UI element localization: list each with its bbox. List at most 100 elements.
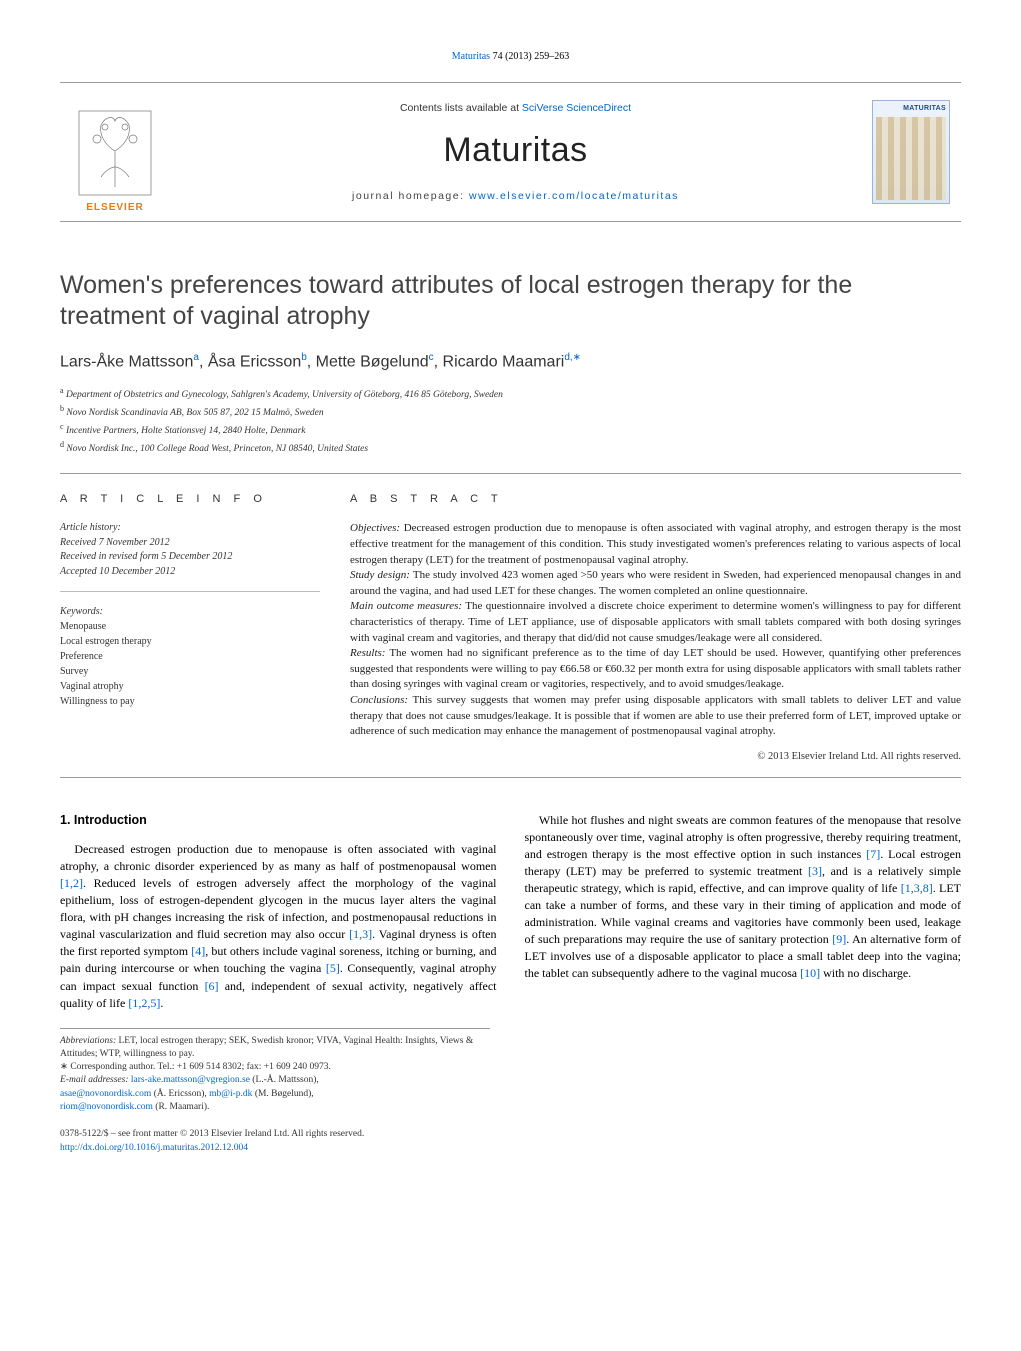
journal-homepage-link[interactable]: www.elsevier.com/locate/maturitas xyxy=(469,190,679,202)
keyword: Preference xyxy=(60,649,320,664)
email-link[interactable]: mb@i-p.dk xyxy=(209,1089,252,1099)
aff-key: a xyxy=(60,386,64,395)
citation-link[interactable]: [6] xyxy=(205,979,219,993)
section-number: 1. xyxy=(60,813,70,827)
abstract-text: Objectives: Decreased estrogen productio… xyxy=(350,521,961,740)
elsevier-tree-icon xyxy=(75,107,155,199)
abstract-head: a b s t r a c t xyxy=(350,492,961,507)
contents-available-line: Contents lists available at SciVerse Sci… xyxy=(400,101,631,116)
abstract-copyright: © 2013 Elsevier Ireland Ltd. All rights … xyxy=(350,750,961,765)
info-abstract-row: a r t i c l e i n f o Article history: R… xyxy=(60,473,961,765)
aff-key: c xyxy=(60,422,64,431)
citation-link[interactable]: [3] xyxy=(808,864,822,878)
email-who: (M. Bøgelund), xyxy=(252,1089,313,1099)
author: Lars-Åke Mattsson xyxy=(60,353,193,370)
keyword: Local estrogen therapy xyxy=(60,634,320,649)
keyword: Willingness to pay xyxy=(60,694,320,709)
cover-brand-text: MATURITAS xyxy=(873,101,949,114)
article-info-block: a r t i c l e i n f o Article history: R… xyxy=(60,492,320,765)
footer-meta: 0378-5122/$ – see front matter © 2013 El… xyxy=(60,1128,961,1155)
keyword: Vaginal atrophy xyxy=(60,679,320,694)
article-title: Women's preferences toward attributes of… xyxy=(60,270,961,333)
corr-text: Corresponding author. Tel.: +1 609 514 8… xyxy=(68,1062,331,1072)
aff-text: Novo Nordisk Inc., 100 College Road West… xyxy=(66,444,368,454)
abs-seg-label: Results: xyxy=(350,647,385,659)
doi-link[interactable]: http://dx.doi.org/10.1016/j.maturitas.20… xyxy=(60,1143,248,1153)
abs-seg-label: Conclusions: xyxy=(350,694,408,706)
citation-link[interactable]: [1,2] xyxy=(60,876,83,890)
author: Mette Bøgelund xyxy=(316,353,429,370)
keywords-label: Keywords: xyxy=(60,604,320,619)
masthead: ELSEVIER Contents lists available at Sci… xyxy=(60,82,961,222)
section-heading: 1. Introduction xyxy=(60,812,497,830)
citation-link[interactable]: [10] xyxy=(800,966,820,980)
citation-link[interactable]: [1,3,8] xyxy=(901,881,933,895)
affiliation: d Novo Nordisk Inc., 100 College Road We… xyxy=(60,439,961,457)
keyword: Survey xyxy=(60,664,320,679)
citation-link[interactable]: [4] xyxy=(191,944,205,958)
running-head: Maturitas 74 (2013) 259–263 xyxy=(60,50,961,64)
abs-seg-text: Decreased estrogen production due to men… xyxy=(350,522,961,565)
citation-link[interactable]: [5] xyxy=(326,961,340,975)
aff-text: Incentive Partners, Holte Stationsvej 14… xyxy=(66,426,306,436)
journal-title: Maturitas xyxy=(443,127,587,175)
history-line: Received 7 November 2012 xyxy=(60,536,320,551)
history-line: Received in revised form 5 December 2012 xyxy=(60,550,320,565)
cover-art-placeholder xyxy=(876,117,946,200)
affiliations: a Department of Obstetrics and Gynecolog… xyxy=(60,385,961,457)
abs-seg-label: Study design: xyxy=(350,569,410,581)
affiliation: a Department of Obstetrics and Gynecolog… xyxy=(60,385,961,403)
corresponding-marker: ∗ xyxy=(573,352,581,363)
citation-link[interactable]: [1,2,5] xyxy=(128,996,160,1010)
abs-seg-label: Main outcome measures: xyxy=(350,600,462,612)
publisher-block: ELSEVIER xyxy=(60,83,170,221)
author: Åsa Ericsson xyxy=(208,353,301,370)
email-who: (Å. Ericsson), xyxy=(151,1089,209,1099)
author-aff-marker: c xyxy=(429,352,434,363)
citation-link[interactable]: [9] xyxy=(832,932,846,946)
body-paragraph: While hot flushes and night sweats are c… xyxy=(525,812,962,982)
abbrev-text: LET, local estrogen therapy; SEK, Swedis… xyxy=(60,1036,473,1059)
sciencedirect-link[interactable]: SciVerse ScienceDirect xyxy=(522,102,631,114)
issn-line: 0378-5122/$ – see front matter © 2013 El… xyxy=(60,1128,961,1141)
keywords-block: Keywords: Menopause Local estrogen thera… xyxy=(60,604,320,709)
abbrev-label: Abbreviations: xyxy=(60,1036,116,1046)
body-text: 1. Introduction Decreased estrogen produ… xyxy=(60,812,961,1012)
abs-seg-text: The women had no significant preference … xyxy=(350,647,961,690)
running-head-journal-link[interactable]: Maturitas xyxy=(452,51,490,62)
abs-seg-text: This survey suggests that women may pref… xyxy=(350,694,961,737)
author-list: Lars-Åke Mattssona, Åsa Ericssonb, Mette… xyxy=(60,351,961,374)
aff-key: b xyxy=(60,404,64,413)
history-label: Article history: xyxy=(60,521,320,536)
body-span: Decreased estrogen production due to men… xyxy=(60,842,497,873)
affiliation: b Novo Nordisk Scandinavia AB, Box 505 8… xyxy=(60,403,961,421)
email-link[interactable]: lars-ake.mattsson@vgregion.se xyxy=(131,1075,250,1085)
journal-cover-icon: MATURITAS xyxy=(872,100,950,204)
author-aff-marker: b xyxy=(301,352,307,363)
citation-link[interactable]: [1,3] xyxy=(349,927,372,941)
body-paragraph: Decreased estrogen production due to men… xyxy=(60,841,497,1011)
body-span: with no discharge. xyxy=(820,966,911,980)
cover-thumb-block: MATURITAS xyxy=(861,83,961,221)
author-aff-marker: d, xyxy=(564,352,572,363)
divider xyxy=(60,777,961,778)
masthead-center: Contents lists available at SciVerse Sci… xyxy=(170,83,861,221)
aff-text: Department of Obstetrics and Gynecology,… xyxy=(66,390,503,400)
corr-marker: ∗ xyxy=(60,1062,68,1072)
article-info-head: a r t i c l e i n f o xyxy=(60,492,320,507)
affiliation: c Incentive Partners, Holte Stationsvej … xyxy=(60,421,961,439)
email-link[interactable]: riom@novonordisk.com xyxy=(60,1102,153,1112)
homepage-prefix: journal homepage: xyxy=(352,190,469,202)
keyword: Menopause xyxy=(60,619,320,634)
publisher-name: ELSEVIER xyxy=(86,201,143,215)
article-history: Article history: Received 7 November 201… xyxy=(60,521,320,592)
email-label: E-mail addresses: xyxy=(60,1075,129,1085)
citation-link[interactable]: [7] xyxy=(866,847,880,861)
author: Ricardo Maamari xyxy=(443,353,565,370)
running-head-citation: 74 (2013) 259–263 xyxy=(490,51,569,62)
page: Maturitas 74 (2013) 259–263 ELSEVIER C xyxy=(0,0,1021,1195)
body-span: . xyxy=(160,996,163,1010)
email-link[interactable]: asae@novonordisk.com xyxy=(60,1089,151,1099)
author-aff-marker: a xyxy=(193,352,199,363)
corresponding-note: ∗ Corresponding author. Tel.: +1 609 514… xyxy=(60,1061,490,1074)
